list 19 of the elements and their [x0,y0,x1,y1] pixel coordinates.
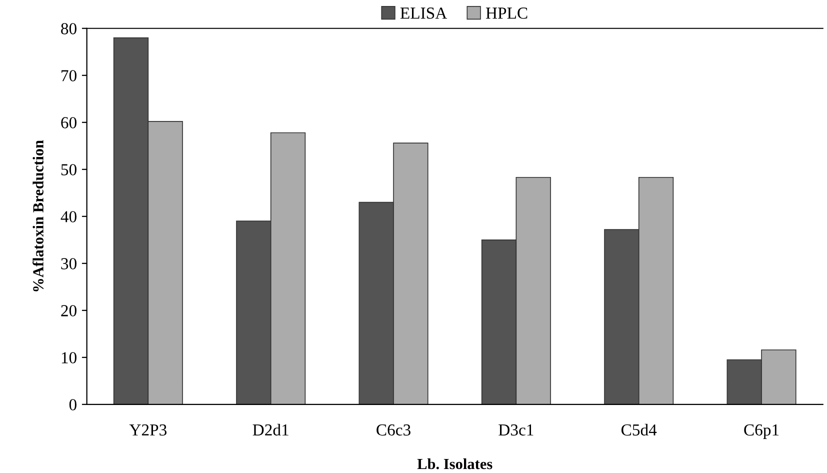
x-tick-label: D2d1 [252,424,288,436]
y-tick-label: 50 [61,164,76,176]
y-tick-label: 80 [61,23,76,34]
y-tick-label: 10 [62,352,76,364]
x-tick-label: Y2P3 [129,424,167,436]
x-tick-label: D3c1 [498,424,534,436]
x-tick-label: C6c3 [376,424,410,436]
x-tick-label: C6p1 [744,424,779,439]
x-tick-label: C5d4 [621,424,657,436]
y-tick-label: 30 [61,258,76,270]
y-tick-label: 70 [62,70,76,82]
y-tick-label: 40 [60,211,76,222]
legend-label: ELISA [400,8,448,19]
legend-label: HPLC [486,8,528,19]
y-tick-label: 60 [61,117,76,128]
y-axis-title: %Aflatoxin Breduction [32,140,44,292]
y-tick-label: 20 [61,305,76,316]
y-tick-label: 0 [69,399,76,410]
x-axis-title: Lb. Isolates [417,458,492,470]
